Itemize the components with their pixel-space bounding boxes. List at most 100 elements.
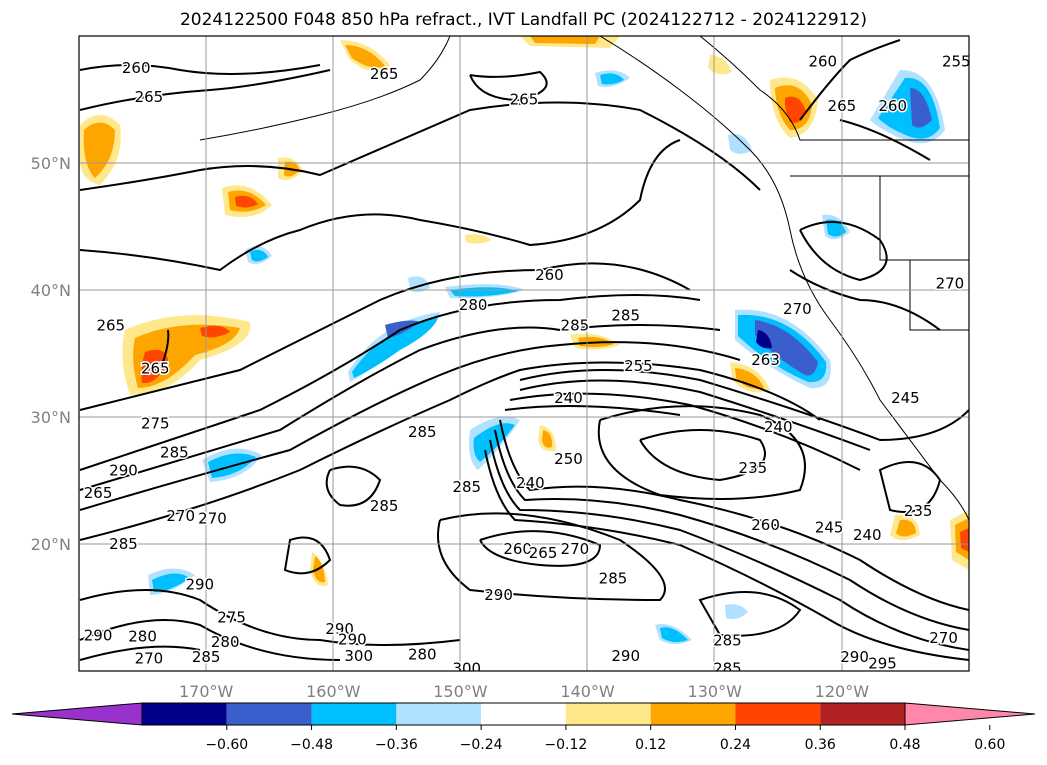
contour-label: 285 [109, 535, 138, 553]
colorbar-bin [311, 703, 397, 725]
contour-label: 295 [868, 654, 897, 672]
contour-label: 270 [783, 300, 812, 318]
colorbar-bin [735, 703, 821, 725]
colorbar-tick-label: −0.24 [460, 737, 503, 753]
contour-label: 280 [459, 296, 488, 314]
colorbar-tick-label: 0.48 [889, 737, 920, 753]
contour-label: 285 [452, 478, 481, 496]
contour-label: 240 [554, 389, 583, 407]
contour-label: 285 [192, 648, 221, 666]
contour-label: 260 [878, 97, 907, 115]
contour-label: 240 [853, 526, 882, 544]
contour-label: 265 [828, 97, 857, 115]
colorbar-tick-label: 0.36 [805, 737, 836, 753]
contour-label: 290 [109, 461, 138, 479]
lon-tick-label: 140°W [560, 682, 615, 701]
contour-label: 270 [135, 649, 164, 667]
contour-label: 265 [96, 317, 125, 335]
contour-label: 290 [484, 586, 513, 604]
lon-tick-label: 120°W [815, 682, 870, 701]
chart-title: 2024122500 F048 850 hPa refract., IVT La… [179, 10, 867, 30]
colorbar-bin [565, 703, 651, 725]
lon-tick-label: 170°W [179, 682, 234, 701]
map-frame [78, 35, 970, 672]
colorbar-bin [481, 703, 566, 725]
contour-label: 260 [122, 59, 151, 77]
contour-label: 260 [503, 540, 532, 558]
contour-label: 270 [166, 507, 195, 525]
contour-lines [79, 39, 969, 661]
lat-tick-label: 50°N [31, 154, 71, 173]
contour-label: 255 [942, 52, 971, 70]
lat-tick-label: 30°N [31, 408, 71, 427]
contour-label: 250 [554, 450, 583, 468]
contour-label: 290 [185, 576, 214, 594]
contour-label: 260 [751, 516, 780, 534]
contour-label: 263 [751, 351, 780, 369]
colorbar-tick-label: −0.36 [375, 737, 418, 753]
contour-label: 270 [929, 629, 958, 647]
contour-label: 270 [936, 275, 965, 293]
colorbar-bin [142, 703, 227, 725]
colorbar-bin [650, 703, 736, 725]
contour-label: 265 [529, 544, 558, 562]
colorbar-tick-label: 0.24 [720, 737, 751, 753]
contour-label: 290 [611, 647, 640, 665]
colorbar-tick-label: −0.60 [205, 737, 248, 753]
colorbar-tick-label: −0.12 [544, 737, 587, 753]
lon-tick-label: 150°W [433, 682, 488, 701]
contour-label: 235 [739, 459, 768, 477]
contour-label: 280 [408, 645, 437, 663]
colorbar-bin [226, 703, 312, 725]
contour-label: 260 [808, 52, 837, 70]
contour-label: 265 [141, 360, 170, 378]
colorbar-frame [141, 702, 906, 726]
contour-label: 285 [713, 659, 742, 677]
contour-label: 275 [141, 414, 170, 432]
colorbar: −0.60 −0.48 −0.36 −0.24 −0.12 0.12 0.24 0.36 0.4… [11, 702, 1036, 753]
contour-label: 290 [325, 620, 354, 638]
grid [79, 36, 969, 671]
contour-label: 260 [535, 266, 564, 284]
contour-label: 300 [452, 659, 481, 677]
contour-label: 265 [510, 91, 539, 109]
contour-label: 290 [840, 648, 869, 666]
coastlines [199, 36, 969, 521]
contour-label: 285 [370, 497, 399, 515]
longitude-tick-labels: 170°W 160°W 150°W 140°W 130°W 120°W [179, 682, 869, 701]
contour-label: 290 [338, 630, 367, 648]
contour-label: 235 [904, 502, 933, 520]
lon-tick-label: 160°W [306, 682, 361, 701]
lat-tick-label: 40°N [31, 281, 71, 300]
contour-label: 300 [344, 647, 373, 665]
contour-label: 285 [561, 317, 590, 335]
contour-label: 270 [198, 510, 227, 528]
contour-label: 285 [611, 306, 640, 324]
latitude-tick-labels: 20°N 30°N 40°N 50°N [31, 154, 71, 554]
colorbar-extend-low [11, 702, 143, 726]
contour-label: 265 [370, 65, 399, 83]
contour-label: 265 [135, 88, 164, 106]
contour-label: 280 [211, 633, 240, 651]
contour-label: 240 [764, 418, 793, 436]
contour-label: 255 [624, 357, 653, 375]
contour-label: 285 [408, 423, 437, 441]
contour-label: 245 [815, 518, 844, 536]
contour-label: 265 [84, 484, 113, 502]
colorbar-tick-label: 0.12 [635, 737, 666, 753]
colorbar-tick-label: −0.48 [290, 737, 333, 753]
contour-label: 245 [891, 389, 920, 407]
contour-label: 285 [599, 569, 628, 587]
contour-label: 275 [217, 609, 246, 627]
contour-label: 285 [160, 444, 189, 462]
contour-label: 290 [84, 626, 113, 644]
colorbar-bin [820, 703, 905, 725]
contour-label: 240 [516, 474, 545, 492]
colorbar-bin [396, 703, 482, 725]
contour-label: 280 [128, 628, 157, 646]
colorbar-tick-label: 0.60 [974, 737, 1005, 753]
contour-label: 285 [713, 632, 742, 650]
lat-tick-label: 20°N [31, 535, 71, 554]
